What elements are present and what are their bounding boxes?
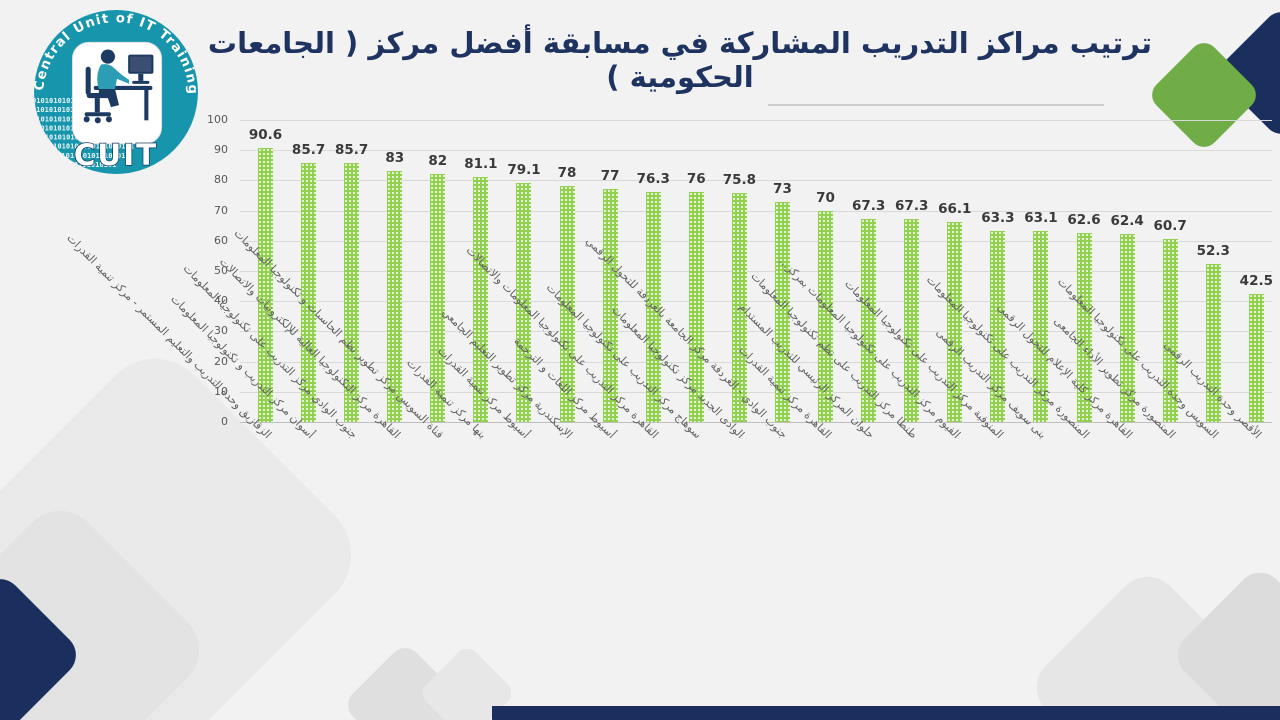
bar-value-label: 67.3 bbox=[895, 197, 929, 214]
bar bbox=[1248, 293, 1264, 422]
bar bbox=[688, 192, 704, 422]
y-axis-tick: 100 bbox=[207, 113, 228, 126]
y-axis-tick: 60 bbox=[214, 233, 228, 247]
bar bbox=[1205, 264, 1221, 422]
svg-text:0101010101010101: 0101010101010101 bbox=[48, 160, 116, 169]
grid-line bbox=[240, 361, 1272, 363]
bar-value-label: 90.6 bbox=[248, 127, 283, 144]
bar-value-label: 83 bbox=[385, 150, 405, 167]
bar-value-label: 85.7 bbox=[335, 142, 369, 159]
bar-value-label: 52.3 bbox=[1196, 243, 1230, 260]
svg-text:10101010101010101010101: 10101010101010101010101 bbox=[36, 142, 134, 151]
person-at-computer-icon bbox=[83, 49, 154, 124]
bar bbox=[344, 163, 360, 422]
grid-line bbox=[240, 301, 1272, 303]
bar-value-label: 63.3 bbox=[981, 209, 1015, 226]
y-axis-tick: 0 bbox=[221, 415, 228, 428]
grid-line bbox=[240, 240, 1272, 242]
bar-value-label: 60.7 bbox=[1153, 217, 1187, 234]
bar-value-label: 73 bbox=[773, 180, 792, 197]
grid-line bbox=[240, 331, 1272, 333]
grid-line bbox=[240, 180, 1272, 182]
grid-line bbox=[240, 271, 1272, 272]
bar-value-label: 62.4 bbox=[1110, 212, 1144, 229]
bar bbox=[1119, 233, 1135, 422]
bar bbox=[774, 201, 790, 422]
grid-line bbox=[240, 210, 1272, 212]
bar-value-label: 79.1 bbox=[507, 162, 541, 179]
bar bbox=[301, 163, 317, 422]
bar-value-label: 63.1 bbox=[1024, 210, 1058, 227]
y-axis-tick: 90 bbox=[214, 143, 228, 157]
bar-value-label: 75.8 bbox=[722, 172, 757, 189]
bar bbox=[258, 148, 273, 422]
y-axis-tick: 30 bbox=[214, 324, 228, 338]
bar bbox=[947, 222, 963, 422]
grid-line bbox=[240, 120, 1272, 121]
bar-value-label: 67.3 bbox=[851, 197, 886, 214]
bar bbox=[602, 189, 618, 422]
bar bbox=[1033, 231, 1049, 422]
y-axis-tick: 40 bbox=[214, 294, 228, 308]
bar-value-label: 42.5 bbox=[1239, 272, 1273, 289]
y-axis-tick: 70 bbox=[214, 203, 228, 217]
bar bbox=[473, 177, 489, 422]
bar bbox=[1076, 232, 1092, 422]
svg-text:010101010101010101010: 010101010101010101010 bbox=[40, 151, 130, 160]
bar-value-label: 76.3 bbox=[636, 170, 670, 187]
y-axis-tick: 80 bbox=[214, 173, 228, 187]
bar-value-label: 70 bbox=[816, 189, 835, 206]
logo-acronym: CUIT bbox=[74, 138, 158, 172]
bar-value-label: 85.7 bbox=[291, 142, 326, 159]
bar bbox=[731, 193, 747, 422]
bar bbox=[645, 191, 661, 422]
bar bbox=[387, 171, 403, 422]
bottom-navy-band bbox=[492, 706, 1280, 720]
bar-value-label: 62.6 bbox=[1067, 211, 1101, 228]
grid-line bbox=[240, 150, 1272, 152]
bar bbox=[559, 186, 575, 422]
bar bbox=[818, 210, 834, 422]
y-axis-tick: 20 bbox=[214, 354, 228, 368]
bar-value-label: 82 bbox=[428, 153, 448, 170]
grid-line bbox=[240, 391, 1272, 393]
bar-value-label: 76 bbox=[686, 171, 706, 188]
bar-value-label: 78 bbox=[557, 165, 577, 182]
y-axis-tick: 50 bbox=[214, 264, 228, 277]
bar-value-label: 81.1 bbox=[464, 156, 498, 173]
grid-line bbox=[240, 422, 1272, 423]
bar bbox=[1162, 238, 1178, 422]
bar bbox=[904, 218, 920, 422]
page-title: ترتيب مراكز التدريب المشاركة في مسابقة أ… bbox=[207, 26, 1153, 94]
y-axis-tick: 10 bbox=[214, 384, 228, 398]
bar bbox=[516, 183, 532, 422]
bar bbox=[861, 218, 877, 422]
bar-value-label: 77 bbox=[600, 168, 620, 185]
bar-value-label: 66.1 bbox=[938, 201, 972, 218]
bar bbox=[430, 174, 446, 422]
bar bbox=[990, 230, 1006, 422]
title-underline bbox=[768, 104, 1104, 106]
